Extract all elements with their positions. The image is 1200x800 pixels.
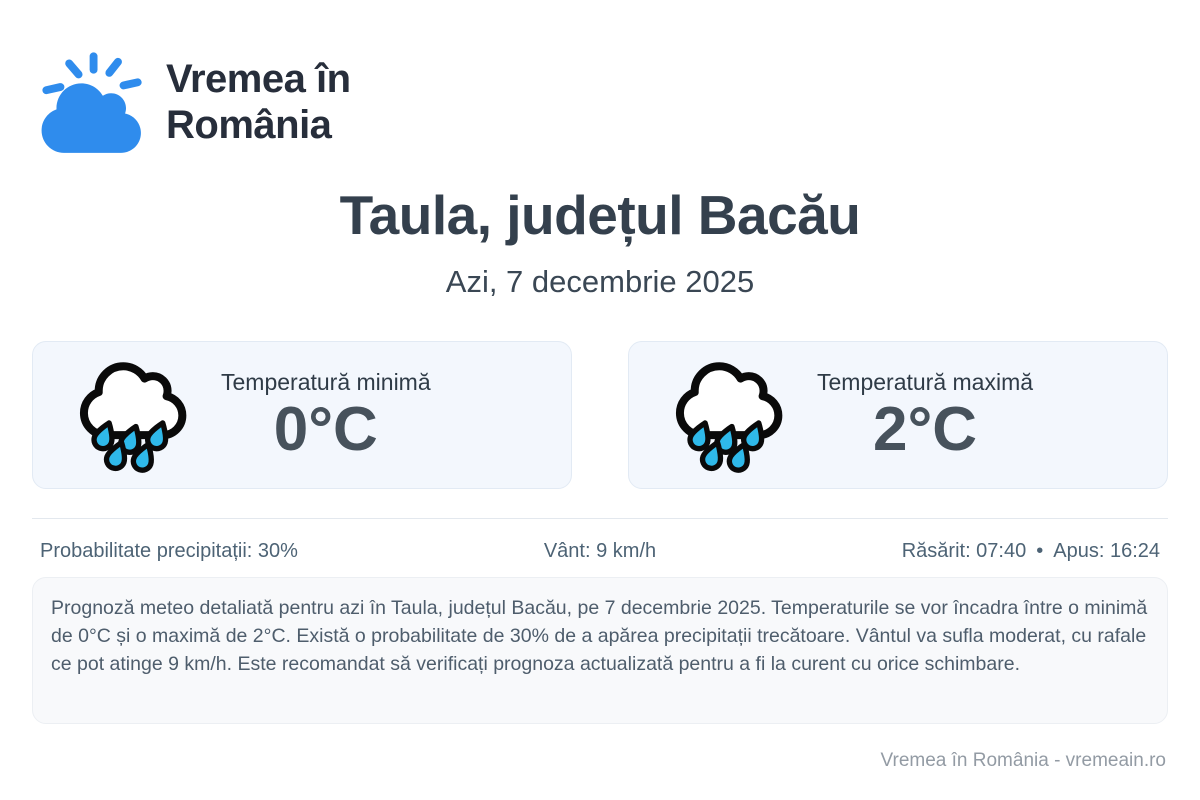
min-temperature-card: Temperatură minimă 0°C (32, 341, 572, 489)
max-temperature-text: Temperatură maximă 2°C (817, 369, 1033, 461)
page-title: Taula, județul Bacău (339, 184, 861, 246)
sunrise-stat: Răsărit: 07:40 (901, 540, 1027, 562)
footer-credit: Vremea în România - vremeain.ro (880, 750, 1166, 771)
max-temperature-card: Temperatură maximă 2°C (628, 341, 1168, 489)
site-name: Vremea în România (166, 56, 351, 148)
min-temperature-value: 0°C (273, 395, 378, 464)
site-logo[interactable]: Vremea în România (40, 50, 351, 154)
rain-cloud-icon (671, 356, 789, 474)
min-temperature-text: Temperatură minimă 0°C (221, 369, 431, 461)
sunset-stat: Apus: 16:24 (1053, 540, 1160, 562)
max-temperature-label: Temperatură maximă (817, 369, 1034, 395)
stats-row: Probabilitate precipitații: 30% Vânt: 9 … (40, 540, 1160, 563)
sun-times-stat: Răsărit: 07:40 • Apus: 16:24 (787, 540, 1160, 563)
forecast-text: Prognoză meteo detaliată pentru azi în T… (32, 577, 1168, 724)
site-name-line1: Vremea în (166, 57, 351, 101)
site-name-line2: România (166, 103, 332, 147)
stats-divider (32, 518, 1168, 519)
sun-behind-cloud-icon (41, 52, 142, 153)
max-temperature-value: 2°C (872, 395, 978, 464)
min-temperature-label: Temperatură minimă (221, 369, 431, 395)
date-subtitle: Azi, 7 decembrie 2025 (445, 264, 755, 299)
rain-cloud-icon (75, 356, 193, 474)
precipitation-stat: Probabilitate precipitații: 30% (40, 540, 298, 562)
wind-stat: Vânt: 9 km/h (543, 540, 657, 562)
temperature-cards: Temperatură minimă 0°C Temperatură maxim… (32, 341, 1168, 489)
bullet-separator: • (1036, 540, 1044, 562)
